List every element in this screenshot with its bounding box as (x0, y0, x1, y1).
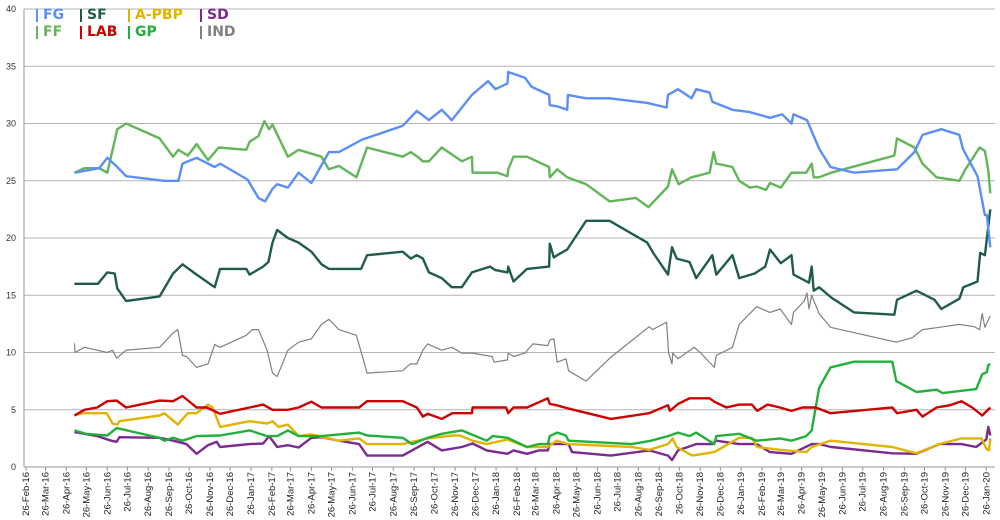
y-tick-label: 20 (6, 233, 16, 243)
x-tick-label: 26-Jun-17 (347, 472, 358, 515)
x-tick-label: 26-Jul-18 (613, 472, 624, 512)
x-tick-label: 26-Jan-17 (246, 472, 257, 515)
y-tick-label: 15 (6, 290, 16, 300)
legend-item-gp: GP (128, 24, 200, 41)
y-tick-label: 30 (6, 119, 16, 129)
x-tick-label: 26-Jun-19 (838, 472, 849, 515)
x-tick-label: 26-Apr-18 (552, 472, 563, 514)
legend: FG SF A-PBP SD FF LAB GP IND (36, 7, 252, 41)
y-tick-label: 35 (6, 61, 16, 71)
x-tick-label: 26-Mar-16 (40, 472, 51, 516)
x-tick-label: 26-May-16 (81, 472, 92, 517)
x-tick-label: 26-Dec-16 (225, 472, 236, 516)
x-tick-label: 26-Mar-17 (286, 472, 297, 516)
gridlines (24, 8, 995, 411)
x-tick-label: 26-Mar-18 (531, 472, 542, 516)
y-tick-label: 5 (11, 405, 16, 415)
x-axis: 26-Feb-16 26-Mar-16 26-Apr-16 26-May-16 26-J… (21, 466, 995, 517)
x-tick-label: 26-Nov-17 (450, 472, 461, 516)
x-tick-label: 26-Aug-17 (388, 472, 399, 516)
series-line-sd (74, 425, 992, 462)
legend-label: FF (43, 24, 63, 40)
x-tick-label: 26-Oct-18 (674, 472, 685, 514)
x-tick-label: 26-Feb-17 (267, 472, 278, 516)
x-tick-label: 26-May-18 (572, 472, 583, 517)
x-tick-label: 26-Jan-18 (491, 472, 502, 515)
x-tick-label: 26-Sep-18 (654, 472, 665, 516)
legend-item-fg: FG (36, 7, 80, 24)
legend-swatch (128, 9, 130, 22)
x-tick-label: 26-Nov-18 (695, 472, 706, 516)
legend-swatch (200, 9, 202, 22)
series-line-a-pbp (74, 403, 992, 457)
legend-label: GP (135, 24, 157, 40)
series-lines (73, 70, 992, 462)
x-tick-label: 26-Aug-18 (633, 472, 644, 516)
x-tick-label: 26-Oct-17 (429, 472, 440, 514)
legend-item-sd: SD (200, 7, 252, 24)
legend-item-lab: LAB (80, 24, 128, 41)
x-tick-label: 26-Dec-18 (715, 472, 726, 516)
x-tick-label: 26-Nov-19 (940, 472, 951, 516)
x-tick-label: 26-Dec-19 (960, 472, 971, 516)
legend-swatch (80, 9, 82, 22)
x-tick-label: 26-Dec-17 (470, 472, 481, 516)
x-tick-label: 26-Feb-16 (21, 472, 32, 516)
x-tick-label: 26-Jan-20 (981, 472, 992, 515)
x-tick-label: 26-Sep-16 (164, 472, 175, 516)
x-tick-label: 26-Feb-18 (512, 472, 523, 516)
series-line-sf (74, 209, 992, 316)
x-tick-label: 26-Apr-19 (797, 472, 808, 514)
legend-item-ff: FF (36, 24, 80, 41)
legend-label: A-PBP (135, 7, 183, 23)
x-tick-label: 26-Jul-17 (368, 472, 379, 512)
x-tick-label: 26-Jul-16 (122, 472, 133, 512)
x-tick-label: 26-Jan-19 (736, 472, 747, 515)
x-tick-label: 26-Apr-16 (61, 472, 72, 514)
legend-swatch (36, 26, 38, 39)
x-tick-label: 26-Jun-18 (592, 472, 603, 515)
x-tick-label: 26-Jul-19 (858, 472, 869, 512)
x-tick-label: 26-Jun-16 (102, 472, 113, 515)
legend-item-ind: IND (200, 24, 252, 41)
series-line-fg (74, 70, 992, 248)
x-tick-label: 26-Mar-19 (776, 472, 787, 516)
y-tick-label: 40 (6, 4, 16, 14)
x-tick-label: 26-Nov-16 (205, 472, 216, 516)
series-line-gp (74, 360, 991, 449)
x-tick-label: 26-Feb-19 (757, 472, 768, 516)
x-tick-label: 26-May-17 (327, 472, 338, 517)
legend-label: SF (87, 7, 107, 23)
series-line-lab (73, 394, 992, 421)
x-tick-label: 26-May-19 (817, 472, 828, 517)
legend-swatch (80, 26, 82, 39)
legend-label: LAB (87, 24, 118, 40)
legend-swatch (128, 26, 130, 39)
legend-item-a-pbp: A-PBP (128, 7, 200, 24)
series-line-ff (73, 119, 992, 209)
x-tick-label: 26-Oct-16 (184, 472, 195, 514)
x-tick-label: 26-Sep-19 (899, 472, 910, 516)
x-tick-label: 26-Sep-17 (409, 472, 420, 516)
y-tick-label: 0 (11, 462, 16, 472)
series-line-ind (73, 292, 991, 382)
legend-label: IND (207, 24, 236, 40)
legend-item-sf: SF (80, 7, 128, 24)
y-tick-label: 25 (6, 176, 16, 186)
x-tick-label: 26-Apr-17 (306, 472, 317, 514)
legend-swatch (36, 9, 38, 22)
x-tick-label: 26-Aug-19 (879, 472, 890, 516)
x-tick-label: 26-Aug-16 (143, 472, 154, 516)
legend-label: SD (207, 7, 229, 23)
y-tick-label: 10 (6, 348, 16, 358)
legend-label: FG (43, 7, 65, 23)
legend-swatch (200, 26, 202, 39)
x-tick-label: 26-Oct-19 (919, 472, 930, 514)
y-axis: 0 5 10 15 20 25 30 35 40 (6, 4, 25, 472)
